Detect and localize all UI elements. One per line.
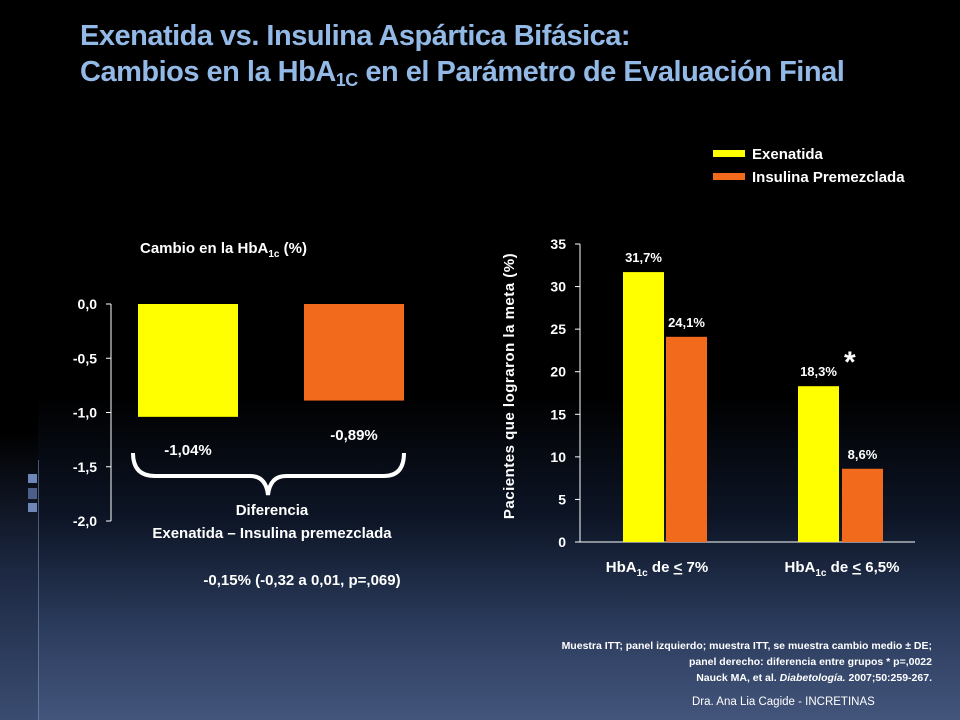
footnote-line-1: Muestra ITT; panel izquierdo; muestra IT… xyxy=(561,640,932,652)
legend: Exenatida Insulina Premezclada xyxy=(713,146,905,186)
left-y-tick-label: -1,0 xyxy=(73,405,97,421)
left-accent-bar xyxy=(0,0,38,720)
right-category-label: HbA1c de < 7% xyxy=(606,559,708,579)
left-bar-value-label: -1,04% xyxy=(164,442,212,459)
legend-label-insulina: Insulina Premezclada xyxy=(752,169,905,186)
cat-sub: 1c xyxy=(637,568,649,579)
right-bar-insulina-1 xyxy=(842,468,883,542)
right-y-tick-label: 30 xyxy=(550,279,566,295)
right-bar-exenatida-0 xyxy=(623,272,664,542)
right-y-tick-label: 25 xyxy=(550,321,566,337)
cat-sym: < xyxy=(674,559,683,576)
deco-square-3 xyxy=(28,503,37,512)
difference-label: Diferencia xyxy=(236,502,309,519)
left-y-tick-label: -1,5 xyxy=(73,459,97,475)
footnote-line-3: Nauck MA, et al. Diabetología. 2007;50:2… xyxy=(432,670,932,686)
right-bars: 31,7% 18,3% 24,1% 8,6% xyxy=(623,250,883,542)
left-bars: -1,04% -0,89% xyxy=(138,304,404,459)
deco-square-1 xyxy=(28,474,37,483)
right-bar-insulina-0 xyxy=(666,336,707,542)
title-line-2-post: en el Parámetro de Evaluación Final xyxy=(357,56,845,88)
difference-value: -0,15% (-0,32 a 0,01, p=,069) xyxy=(203,572,400,589)
left-bar-insulina xyxy=(304,304,404,401)
deco-square-2 xyxy=(28,488,37,499)
cat-sym: < xyxy=(852,559,861,576)
left-bar-value-label: -0,89% xyxy=(330,427,378,444)
left-chart-title: Cambio en la HbA1c (%) xyxy=(140,240,307,260)
footnote-line-3-pre: Nauck MA, et al. xyxy=(696,672,780,684)
difference-groups: Exenatida – Insulina premezclada xyxy=(152,525,392,542)
right-y-tick-label: 0 xyxy=(558,534,566,550)
right-chart: Pacientes que lograron la meta (%) 0 5 10 1… xyxy=(501,236,915,579)
left-chart: Cambio en la HbA1c (%) 0,0 -0,5 -1,0 -1,5 -2… xyxy=(73,240,406,589)
left-bar-exenatida xyxy=(138,304,238,417)
right-bar-exenatida-1 xyxy=(798,386,839,542)
legend-swatch-insulina xyxy=(713,173,745,180)
cat-pre: HbA xyxy=(606,559,637,576)
cat-post: 7% xyxy=(682,559,708,576)
right-x-categories: HbA1c de < 7% HbA1c de < 6,5% xyxy=(606,559,900,579)
footnote-line-2: panel derecho: diferencia entre grupos *… xyxy=(688,656,932,668)
cat-post: 6,5% xyxy=(861,559,899,576)
footnote-journal: Diabetología. xyxy=(779,672,846,684)
left-chart-title-post: (%) xyxy=(279,240,307,257)
right-y-tick-label: 20 xyxy=(550,364,566,380)
legend-label-exenatida: Exenatida xyxy=(752,146,824,163)
right-y-tick-label: 35 xyxy=(550,236,566,252)
right-bar-value-label: 31,7% xyxy=(625,250,662,265)
left-y-tick-label: -0,5 xyxy=(73,350,97,366)
cat-mid: de xyxy=(648,559,674,576)
deco-line-right xyxy=(38,460,39,720)
cat-pre: HbA xyxy=(785,559,816,576)
right-y-tick-label: 15 xyxy=(550,406,566,422)
difference-brace xyxy=(131,452,406,496)
cat-sub: 1c xyxy=(815,568,827,579)
left-y-ticks: 0,0 -0,5 -1,0 -1,5 -2,0 xyxy=(73,296,112,529)
signature: Dra. Ana Lia Cagide - INCRETINAS xyxy=(692,696,875,708)
right-y-tick-label: 10 xyxy=(550,449,566,465)
cat-mid: de xyxy=(826,559,852,576)
left-y-tick-label: 0,0 xyxy=(78,296,98,312)
left-y-tick-label: -2,0 xyxy=(73,513,97,529)
title-line-1: Exenatida vs. Insulina Aspártica Bifásic… xyxy=(80,20,631,52)
right-bar-value-label: 24,1% xyxy=(668,315,705,330)
legend-swatch-exenatida xyxy=(713,150,745,157)
slide-title: Exenatida vs. Insulina Aspártica Bifásic… xyxy=(80,18,940,90)
left-chart-title-sub: 1c xyxy=(268,249,280,260)
right-bar-value-label: 8,6% xyxy=(848,447,878,462)
footnote: Muestra ITT; panel izquierdo; muestra IT… xyxy=(432,638,932,686)
footnote-line-3-post: 2007;50:259-267. xyxy=(845,672,933,684)
right-y-tick-label: 5 xyxy=(558,491,566,507)
title-line-2-pre: Cambios en la HbA xyxy=(80,56,336,88)
left-chart-title-pre: Cambio en la HbA xyxy=(140,240,269,257)
right-category-label: HbA1c de < 6,5% xyxy=(785,559,900,579)
significance-marker: * xyxy=(844,346,856,379)
right-bar-value-label: 18,3% xyxy=(800,364,837,379)
title-line-2: Cambios en la HbA1C en el Parámetro de E… xyxy=(80,54,940,90)
title-line-2-sub: 1C xyxy=(335,70,359,90)
right-chart-ylabel: Pacientes que lograron la meta (%) xyxy=(501,253,518,519)
